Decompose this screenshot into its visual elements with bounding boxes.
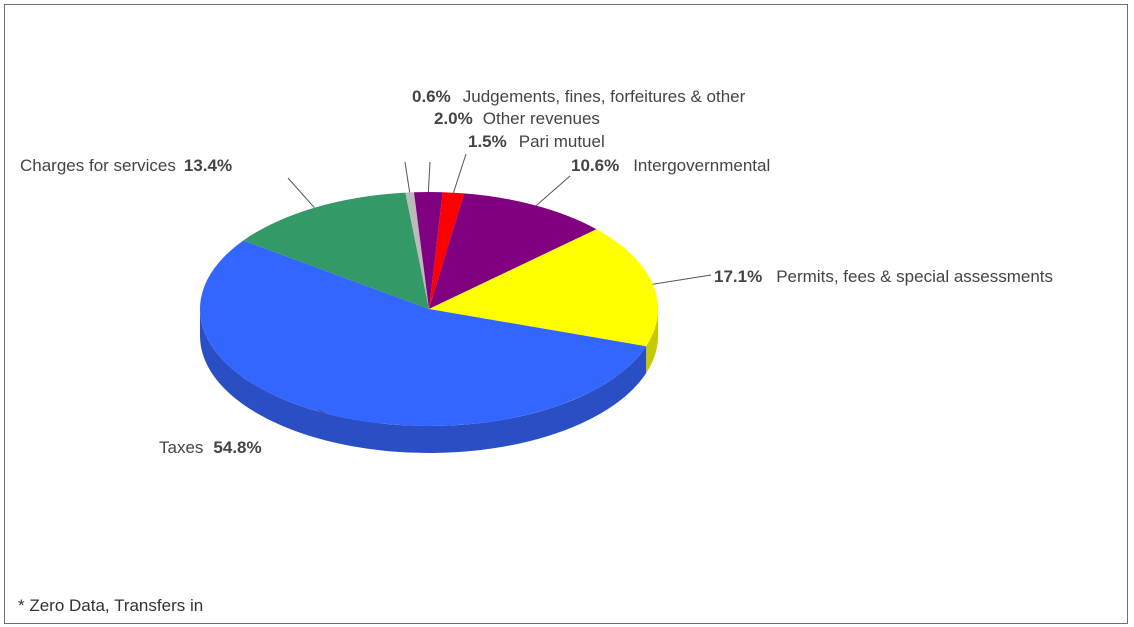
pie-sides: [200, 309, 658, 454]
pie-slice-charges-for-services: [243, 192, 429, 309]
pie-slice-taxes: [199, 240, 647, 427]
pie-slices: [199, 191, 658, 427]
label-pari-mutuel: 1.5% Pari mutuel: [468, 132, 605, 151]
leader-line-intergovernmental: [535, 175, 571, 206]
leader-line-pari-mutuel: [453, 153, 467, 193]
leader-line-judgements-fines-forfeitures-other: [404, 161, 411, 193]
label-taxes: Taxes 54.8%: [159, 438, 262, 457]
label-permits-fees: 17.1% Permits, fees & special assessments: [714, 267, 1053, 286]
label-judgements: 0.6% Judgements, fines, forfeitures & oth…: [412, 87, 746, 106]
leader-line-permits-fees-special-assessments: [652, 274, 712, 285]
pie-side-taxes: [200, 309, 647, 454]
footnote: * Zero Data, Transfers in: [18, 596, 204, 615]
pie-slice-permits-fees-special-assessments: [429, 229, 658, 347]
pie-slice-intergovernmental: [429, 193, 597, 309]
pie-slice-pari-mutuel: [429, 192, 465, 309]
leader-line-other-revenues: [427, 161, 431, 193]
leader-lines: [287, 153, 712, 414]
label-intergovernmental: 10.6% Intergovernmental: [571, 156, 770, 175]
label-charges-for-services: Charges for services 13.4%: [20, 156, 232, 175]
pie-slice-judgements-fines-forfeitures-other: [405, 192, 429, 309]
leader-line-charges-for-services: [287, 177, 315, 209]
pie-slice-other-revenues: [413, 191, 443, 309]
pie-side-permits-fees-special-assessments: [646, 309, 658, 374]
label-other-revenues: 2.0% Other revenues: [434, 109, 600, 128]
leader-line-taxes: [317, 409, 325, 414]
